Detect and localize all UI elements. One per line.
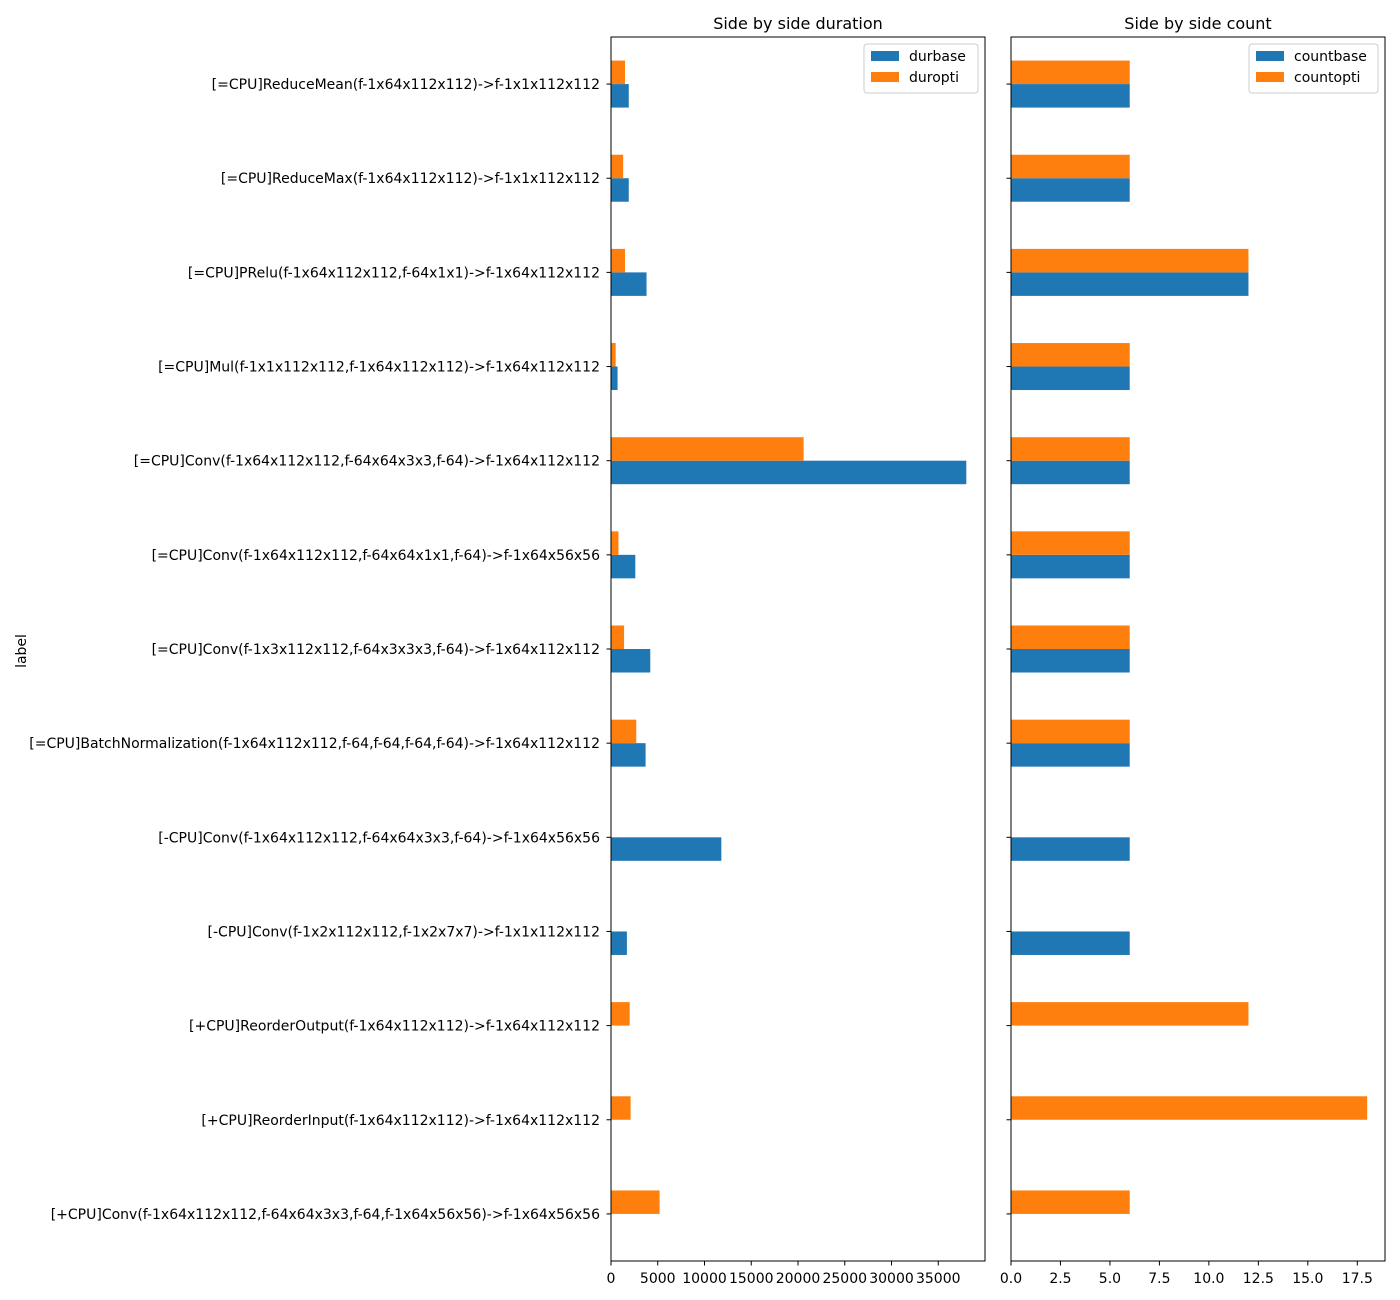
count-x-tick-label: 17.5 bbox=[1342, 1271, 1373, 1287]
count-x-tick-label: 10.0 bbox=[1193, 1271, 1224, 1287]
duration-x-tick-label: 10000 bbox=[682, 1271, 727, 1287]
duration-x-tick-label: 20000 bbox=[776, 1271, 821, 1287]
legend-swatch-duropti bbox=[871, 72, 899, 82]
bar-durbase-1 bbox=[611, 178, 629, 202]
y-tick-label: [-CPU]Conv(f-1x2x112x112,f-1x2x7x7)->f-1… bbox=[208, 924, 600, 940]
bar-countopti-2 bbox=[1011, 248, 1249, 273]
y-tick-label: [=CPU]ReduceMax(f-1x64x112x112)->f-1x1x1… bbox=[221, 171, 600, 187]
bar-countopti-7 bbox=[1011, 719, 1130, 744]
count-x-tick-label: 5.0 bbox=[1099, 1271, 1121, 1287]
bar-countopti-11 bbox=[1011, 1096, 1368, 1120]
bar-duropti-0 bbox=[611, 60, 626, 85]
count-x-tick-label: 2.5 bbox=[1049, 1271, 1071, 1287]
y-tick-label: [+CPU]ReorderOutput(f-1x64x112x112)->f-1… bbox=[189, 1019, 600, 1035]
bar-duropti-11 bbox=[611, 1096, 631, 1120]
y-axis-label: label bbox=[14, 634, 30, 668]
bar-durbase-0 bbox=[611, 84, 629, 108]
bar-durbase-7 bbox=[611, 743, 646, 767]
bar-durbase-3 bbox=[611, 366, 618, 391]
bar-countbase-2 bbox=[1011, 272, 1249, 296]
bar-countbase-7 bbox=[1011, 743, 1130, 767]
y-tick-label: [=CPU]Mul(f-1x1x112x112,f-1x64x112x112)-… bbox=[158, 360, 600, 376]
bar-duropti-1 bbox=[611, 154, 624, 179]
legend-label-duropti: duropti bbox=[909, 70, 959, 86]
duration-x-tick-label: 25000 bbox=[822, 1271, 867, 1287]
duration-panel: Side by side duration 0 5000 10000 15000 2000… bbox=[29, 14, 986, 1287]
count-x-tick-label: 12.5 bbox=[1243, 1271, 1274, 1287]
bar-duropti-10 bbox=[611, 1002, 630, 1026]
y-tick-label: [-CPU]Conv(f-1x64x112x112,f-64x64x3x3,f-… bbox=[158, 830, 600, 846]
bar-durbase-9 bbox=[611, 931, 627, 955]
bar-countopti-5 bbox=[1011, 531, 1130, 555]
bar-countbase-0 bbox=[1011, 84, 1130, 108]
bar-countbase-3 bbox=[1011, 366, 1130, 391]
count-x-tick-label: 15.0 bbox=[1292, 1271, 1323, 1287]
bar-countbase-5 bbox=[1011, 554, 1130, 579]
bar-duropti-12 bbox=[611, 1190, 660, 1214]
count-x-tick-label: 7.5 bbox=[1148, 1271, 1170, 1287]
y-tick-label: [=CPU]ReduceMean(f-1x64x112x112)->f-1x1x… bbox=[212, 77, 600, 93]
y-tick-label: [+CPU]Conv(f-1x64x112x112,f-64x64x3x3,f-… bbox=[51, 1207, 600, 1223]
y-tick-label: [=CPU]BatchNormalization(f-1x64x112x112,… bbox=[29, 736, 600, 752]
y-tick-label: [=CPU]Conv(f-1x64x112x112,f-64x64x3x3,f-… bbox=[134, 454, 600, 470]
duration-x-tick-label: 15000 bbox=[729, 1271, 774, 1287]
duration-x-tick-label: 5000 bbox=[640, 1271, 676, 1287]
y-tick-label: [=CPU]PRelu(f-1x64x112x112,f-64x1x1)->f-… bbox=[188, 265, 600, 281]
duration-x-tick-label: 35000 bbox=[916, 1271, 961, 1287]
bar-countopti-6 bbox=[1011, 625, 1130, 649]
bar-durbase-2 bbox=[611, 272, 647, 296]
bar-duropti-4 bbox=[611, 437, 804, 461]
bar-countbase-1 bbox=[1011, 178, 1130, 202]
bar-duropti-7 bbox=[611, 719, 637, 744]
duration-x-tick-label: 0 bbox=[607, 1271, 616, 1287]
bar-durbase-8 bbox=[611, 837, 722, 861]
bar-countopti-4 bbox=[1011, 437, 1130, 461]
count-legend: countbase countopti bbox=[1248, 43, 1379, 94]
bar-durbase-5 bbox=[611, 554, 636, 579]
bar-countopti-10 bbox=[1011, 1002, 1249, 1026]
bar-countopti-12 bbox=[1011, 1190, 1130, 1214]
legend-swatch-durbase bbox=[871, 51, 899, 61]
y-tick-label: [=CPU]Conv(f-1x64x112x112,f-64x64x1x1,f-… bbox=[152, 548, 601, 564]
legend-swatch-countbase bbox=[1256, 51, 1284, 61]
legend-label-countbase: countbase bbox=[1294, 49, 1367, 65]
bar-durbase-4 bbox=[611, 460, 967, 485]
bar-duropti-6 bbox=[611, 625, 625, 649]
legend-label-durbase: durbase bbox=[909, 49, 966, 65]
bar-duropti-2 bbox=[611, 248, 626, 273]
bar-countopti-3 bbox=[1011, 343, 1130, 367]
bar-countbase-4 bbox=[1011, 460, 1130, 485]
legend-label-countopti: countopti bbox=[1294, 70, 1360, 86]
y-tick-label: [+CPU]ReorderInput(f-1x64x112x112)->f-1x… bbox=[201, 1113, 600, 1129]
count-panel: Side by side count 0.0 2.5 5.0 7.5 10.0 12.5 15… bbox=[1000, 14, 1386, 1287]
bar-countbase-6 bbox=[1011, 649, 1130, 673]
duration-legend: durbase duropti bbox=[863, 43, 979, 94]
count-panel-title: Side by side count bbox=[1124, 14, 1271, 33]
count-x-tick-label: 0.0 bbox=[1000, 1271, 1022, 1287]
duration-x-tick-label: 30000 bbox=[869, 1271, 914, 1287]
bar-countopti-0 bbox=[1011, 60, 1130, 85]
bar-countbase-9 bbox=[1011, 931, 1130, 955]
duration-panel-title: Side by side duration bbox=[713, 14, 883, 33]
bar-countopti-1 bbox=[1011, 154, 1130, 179]
y-tick-label: [=CPU]Conv(f-1x3x112x112,f-64x3x3x3,f-64… bbox=[152, 642, 600, 658]
bar-duropti-5 bbox=[611, 531, 619, 555]
bar-countbase-8 bbox=[1011, 837, 1130, 861]
bar-duropti-3 bbox=[611, 343, 616, 367]
legend-swatch-countopti bbox=[1256, 72, 1284, 82]
bar-durbase-6 bbox=[611, 649, 651, 673]
